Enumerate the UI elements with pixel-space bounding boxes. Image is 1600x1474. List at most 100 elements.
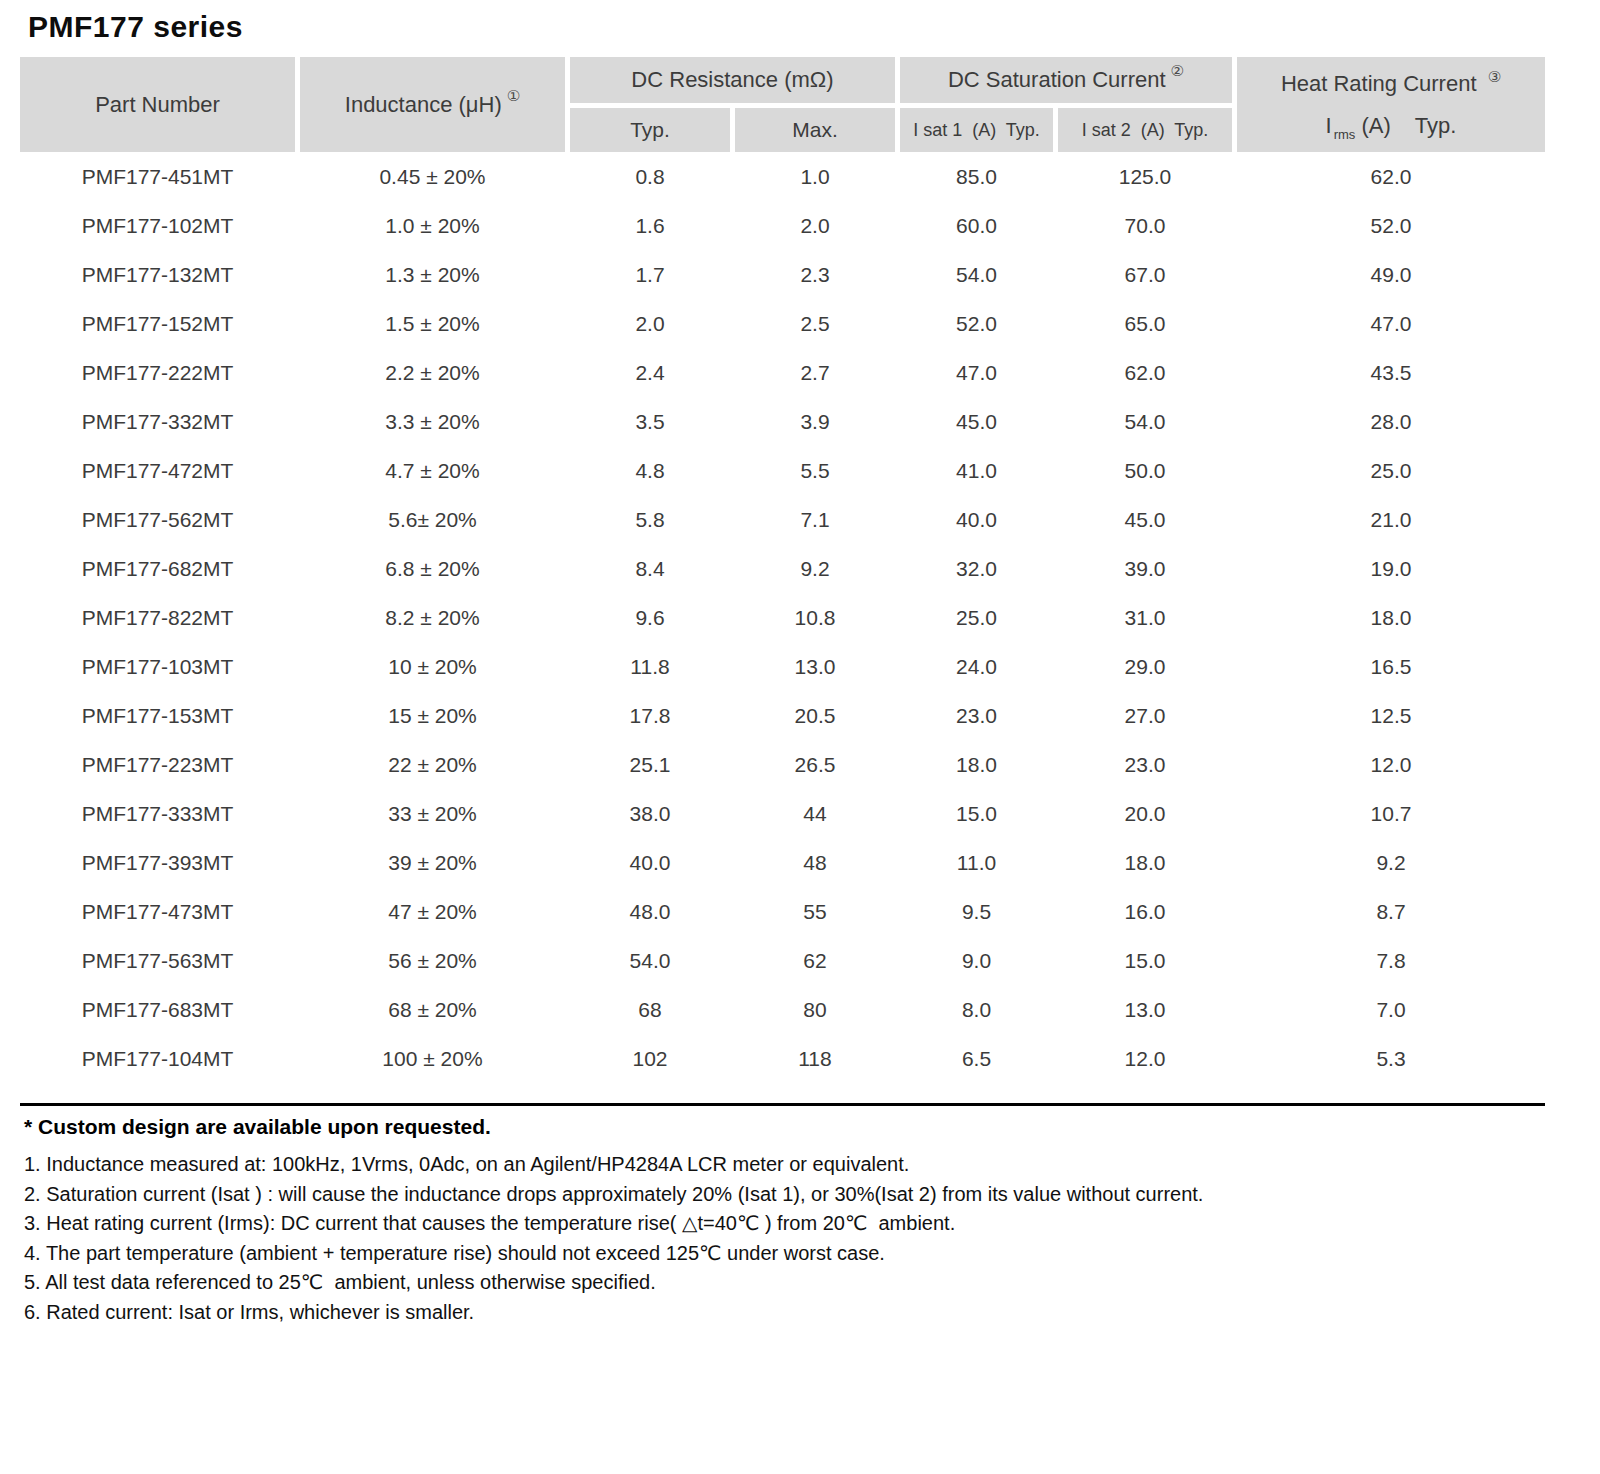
- cell-dcr-typ: 48.0: [570, 887, 730, 936]
- cell-irms: 21.0: [1237, 495, 1545, 544]
- cell-isat2: 18.0: [1058, 838, 1232, 887]
- table-row: PMF177-333MT 33 ± 20% 38.0 44 15.0 20.0 …: [20, 789, 1545, 838]
- table-row: PMF177-393MT 39 ± 20% 40.0 48 11.0 18.0 …: [20, 838, 1545, 887]
- cell-irms: 12.0: [1237, 740, 1545, 789]
- custom-design-note: * Custom design are available upon reque…: [24, 1115, 491, 1139]
- cell-isat1: 18.0: [900, 740, 1053, 789]
- cell-inductance: 22 ± 20%: [300, 740, 565, 789]
- cell-isat1: 8.0: [900, 985, 1053, 1034]
- cell-isat2: 50.0: [1058, 446, 1232, 495]
- cell-isat2: 45.0: [1058, 495, 1232, 544]
- page-title: PMF177 series: [28, 10, 243, 44]
- cell-isat2: 54.0: [1058, 397, 1232, 446]
- header-irms-subscript: rms: [1334, 127, 1356, 142]
- cell-irms: 5.3: [1237, 1034, 1545, 1083]
- cell-inductance: 8.2 ± 20%: [300, 593, 565, 642]
- cell-irms: 25.0: [1237, 446, 1545, 495]
- table-row: PMF177-152MT 1.5 ± 20% 2.0 2.5 52.0 65.0…: [20, 299, 1545, 348]
- header-dc-resistance: DC Resistance (mΩ): [570, 57, 895, 103]
- cell-dcr-typ: 38.0: [570, 789, 730, 838]
- cell-isat2: 15.0: [1058, 936, 1232, 985]
- table-header: Part Number Inductance (μH) ① DC Resista…: [20, 57, 1545, 152]
- table-row: PMF177-223MT 22 ± 20% 25.1 26.5 18.0 23.…: [20, 740, 1545, 789]
- cell-irms: 47.0: [1237, 299, 1545, 348]
- cell-dcr-typ: 8.4: [570, 544, 730, 593]
- cell-dcr-max: 55: [735, 887, 895, 936]
- table-row: PMF177-222MT 2.2 ± 20% 2.4 2.7 47.0 62.0…: [20, 348, 1545, 397]
- cell-isat1: 40.0: [900, 495, 1053, 544]
- table-row: PMF177-562MT 5.6± 20% 5.8 7.1 40.0 45.0 …: [20, 495, 1545, 544]
- cell-part-number: PMF177-562MT: [20, 495, 295, 544]
- header-heat-rating-label: Heat Rating Current: [1281, 71, 1477, 96]
- cell-isat1: 24.0: [900, 642, 1053, 691]
- cell-part-number: PMF177-102MT: [20, 201, 295, 250]
- header-irms: Irms (A) Typ.: [1326, 113, 1457, 139]
- cell-dcr-typ: 9.6: [570, 593, 730, 642]
- header-isat1-label: I sat 1 (A) Typ.: [913, 120, 1040, 141]
- header-part-number: Part Number: [20, 57, 295, 152]
- cell-inductance: 100 ± 20%: [300, 1034, 565, 1083]
- cell-dcr-max: 44: [735, 789, 895, 838]
- cell-part-number: PMF177-152MT: [20, 299, 295, 348]
- cell-dcr-typ: 11.8: [570, 642, 730, 691]
- header-dc-resistance-max: Max.: [735, 108, 895, 152]
- cell-part-number: PMF177-333MT: [20, 789, 295, 838]
- cell-dcr-typ: 1.6: [570, 201, 730, 250]
- header-heat-rating: Heat Rating Current ③ Irms (A) Typ.: [1237, 57, 1545, 152]
- cell-part-number: PMF177-473MT: [20, 887, 295, 936]
- spec-table: Part Number Inductance (μH) ① DC Resista…: [20, 57, 1545, 1083]
- footnote-5: 5. All test data referenced to 25℃ ambie…: [24, 1268, 1203, 1298]
- cell-irms: 7.8: [1237, 936, 1545, 985]
- cell-dcr-max: 2.7: [735, 348, 895, 397]
- cell-inductance: 56 ± 20%: [300, 936, 565, 985]
- cell-isat2: 125.0: [1058, 152, 1232, 201]
- cell-isat1: 52.0: [900, 299, 1053, 348]
- cell-dcr-typ: 102: [570, 1034, 730, 1083]
- table-row: PMF177-683MT 68 ± 20% 68 80 8.0 13.0 7.0: [20, 985, 1545, 1034]
- cell-irms: 49.0: [1237, 250, 1545, 299]
- footnote-2: 2. Saturation current (Isat ) : will cau…: [24, 1180, 1203, 1210]
- cell-isat1: 25.0: [900, 593, 1053, 642]
- cell-isat1: 32.0: [900, 544, 1053, 593]
- header-max-label: Max.: [792, 118, 838, 142]
- cell-dcr-max: 13.0: [735, 642, 895, 691]
- cell-dcr-typ: 17.8: [570, 691, 730, 740]
- divider-line: [20, 1103, 1545, 1106]
- cell-dcr-typ: 40.0: [570, 838, 730, 887]
- cell-irms: 16.5: [1237, 642, 1545, 691]
- cell-inductance: 47 ± 20%: [300, 887, 565, 936]
- cell-part-number: PMF177-132MT: [20, 250, 295, 299]
- footnotes-list: 1. Inductance measured at: 100kHz, 1Vrms…: [24, 1150, 1203, 1327]
- cell-inductance: 68 ± 20%: [300, 985, 565, 1034]
- table-row: PMF177-104MT 100 ± 20% 102 118 6.5 12.0 …: [20, 1034, 1545, 1083]
- header-irms-rest: (A) Typ.: [1355, 113, 1456, 138]
- table-row: PMF177-153MT 15 ± 20% 17.8 20.5 23.0 27.…: [20, 691, 1545, 740]
- cell-part-number: PMF177-393MT: [20, 838, 295, 887]
- cell-isat1: 45.0: [900, 397, 1053, 446]
- cell-dcr-max: 5.5: [735, 446, 895, 495]
- cell-isat2: 20.0: [1058, 789, 1232, 838]
- cell-irms: 18.0: [1237, 593, 1545, 642]
- cell-dcr-typ: 0.8: [570, 152, 730, 201]
- cell-part-number: PMF177-451MT: [20, 152, 295, 201]
- cell-isat2: 27.0: [1058, 691, 1232, 740]
- cell-isat1: 6.5: [900, 1034, 1053, 1083]
- cell-part-number: PMF177-563MT: [20, 936, 295, 985]
- cell-isat1: 11.0: [900, 838, 1053, 887]
- cell-part-number: PMF177-103MT: [20, 642, 295, 691]
- cell-irms: 52.0: [1237, 201, 1545, 250]
- header-inductance: Inductance (μH) ①: [300, 57, 565, 152]
- cell-isat2: 70.0: [1058, 201, 1232, 250]
- cell-dcr-typ: 54.0: [570, 936, 730, 985]
- cell-part-number: PMF177-104MT: [20, 1034, 295, 1083]
- header-dc-resistance-label: DC Resistance (mΩ): [631, 67, 833, 93]
- cell-isat1: 60.0: [900, 201, 1053, 250]
- cell-dcr-typ: 5.8: [570, 495, 730, 544]
- cell-dcr-max: 2.5: [735, 299, 895, 348]
- cell-isat2: 23.0: [1058, 740, 1232, 789]
- table-row: PMF177-102MT 1.0 ± 20% 1.6 2.0 60.0 70.0…: [20, 201, 1545, 250]
- cell-inductance: 33 ± 20%: [300, 789, 565, 838]
- cell-isat2: 13.0: [1058, 985, 1232, 1034]
- cell-inductance: 2.2 ± 20%: [300, 348, 565, 397]
- table-row: PMF177-822MT 8.2 ± 20% 9.6 10.8 25.0 31.…: [20, 593, 1545, 642]
